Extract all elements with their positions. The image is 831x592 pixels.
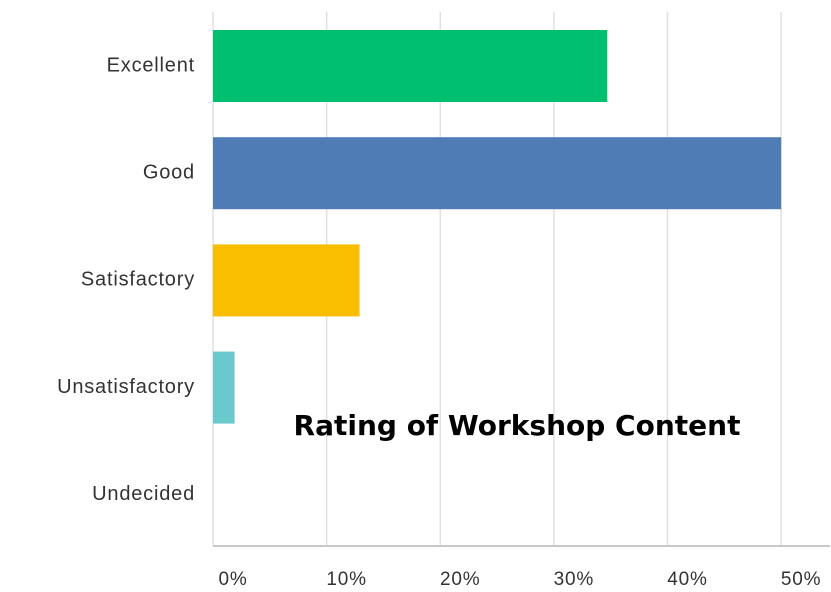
bar xyxy=(213,137,782,210)
bar xyxy=(213,244,360,317)
x-tick-label: 30% xyxy=(554,569,594,590)
bar xyxy=(213,351,235,424)
bar xyxy=(213,30,608,102)
chart-title: Rating of Workshop Content xyxy=(294,409,741,442)
x-tick-label: 0% xyxy=(218,569,247,590)
x-tick-label: 40% xyxy=(667,569,707,590)
y-tick-label: Good xyxy=(143,161,195,183)
y-tick-label: Satisfactory xyxy=(81,269,195,291)
x-tick-label: 50% xyxy=(781,569,821,590)
x-tick-label: 20% xyxy=(440,569,480,590)
y-tick-label: Unsatisfactory xyxy=(57,376,195,398)
x-tick-label: 10% xyxy=(326,569,366,590)
y-tick-label: Excellent xyxy=(107,54,195,76)
y-tick-label: Undecided xyxy=(92,483,195,505)
